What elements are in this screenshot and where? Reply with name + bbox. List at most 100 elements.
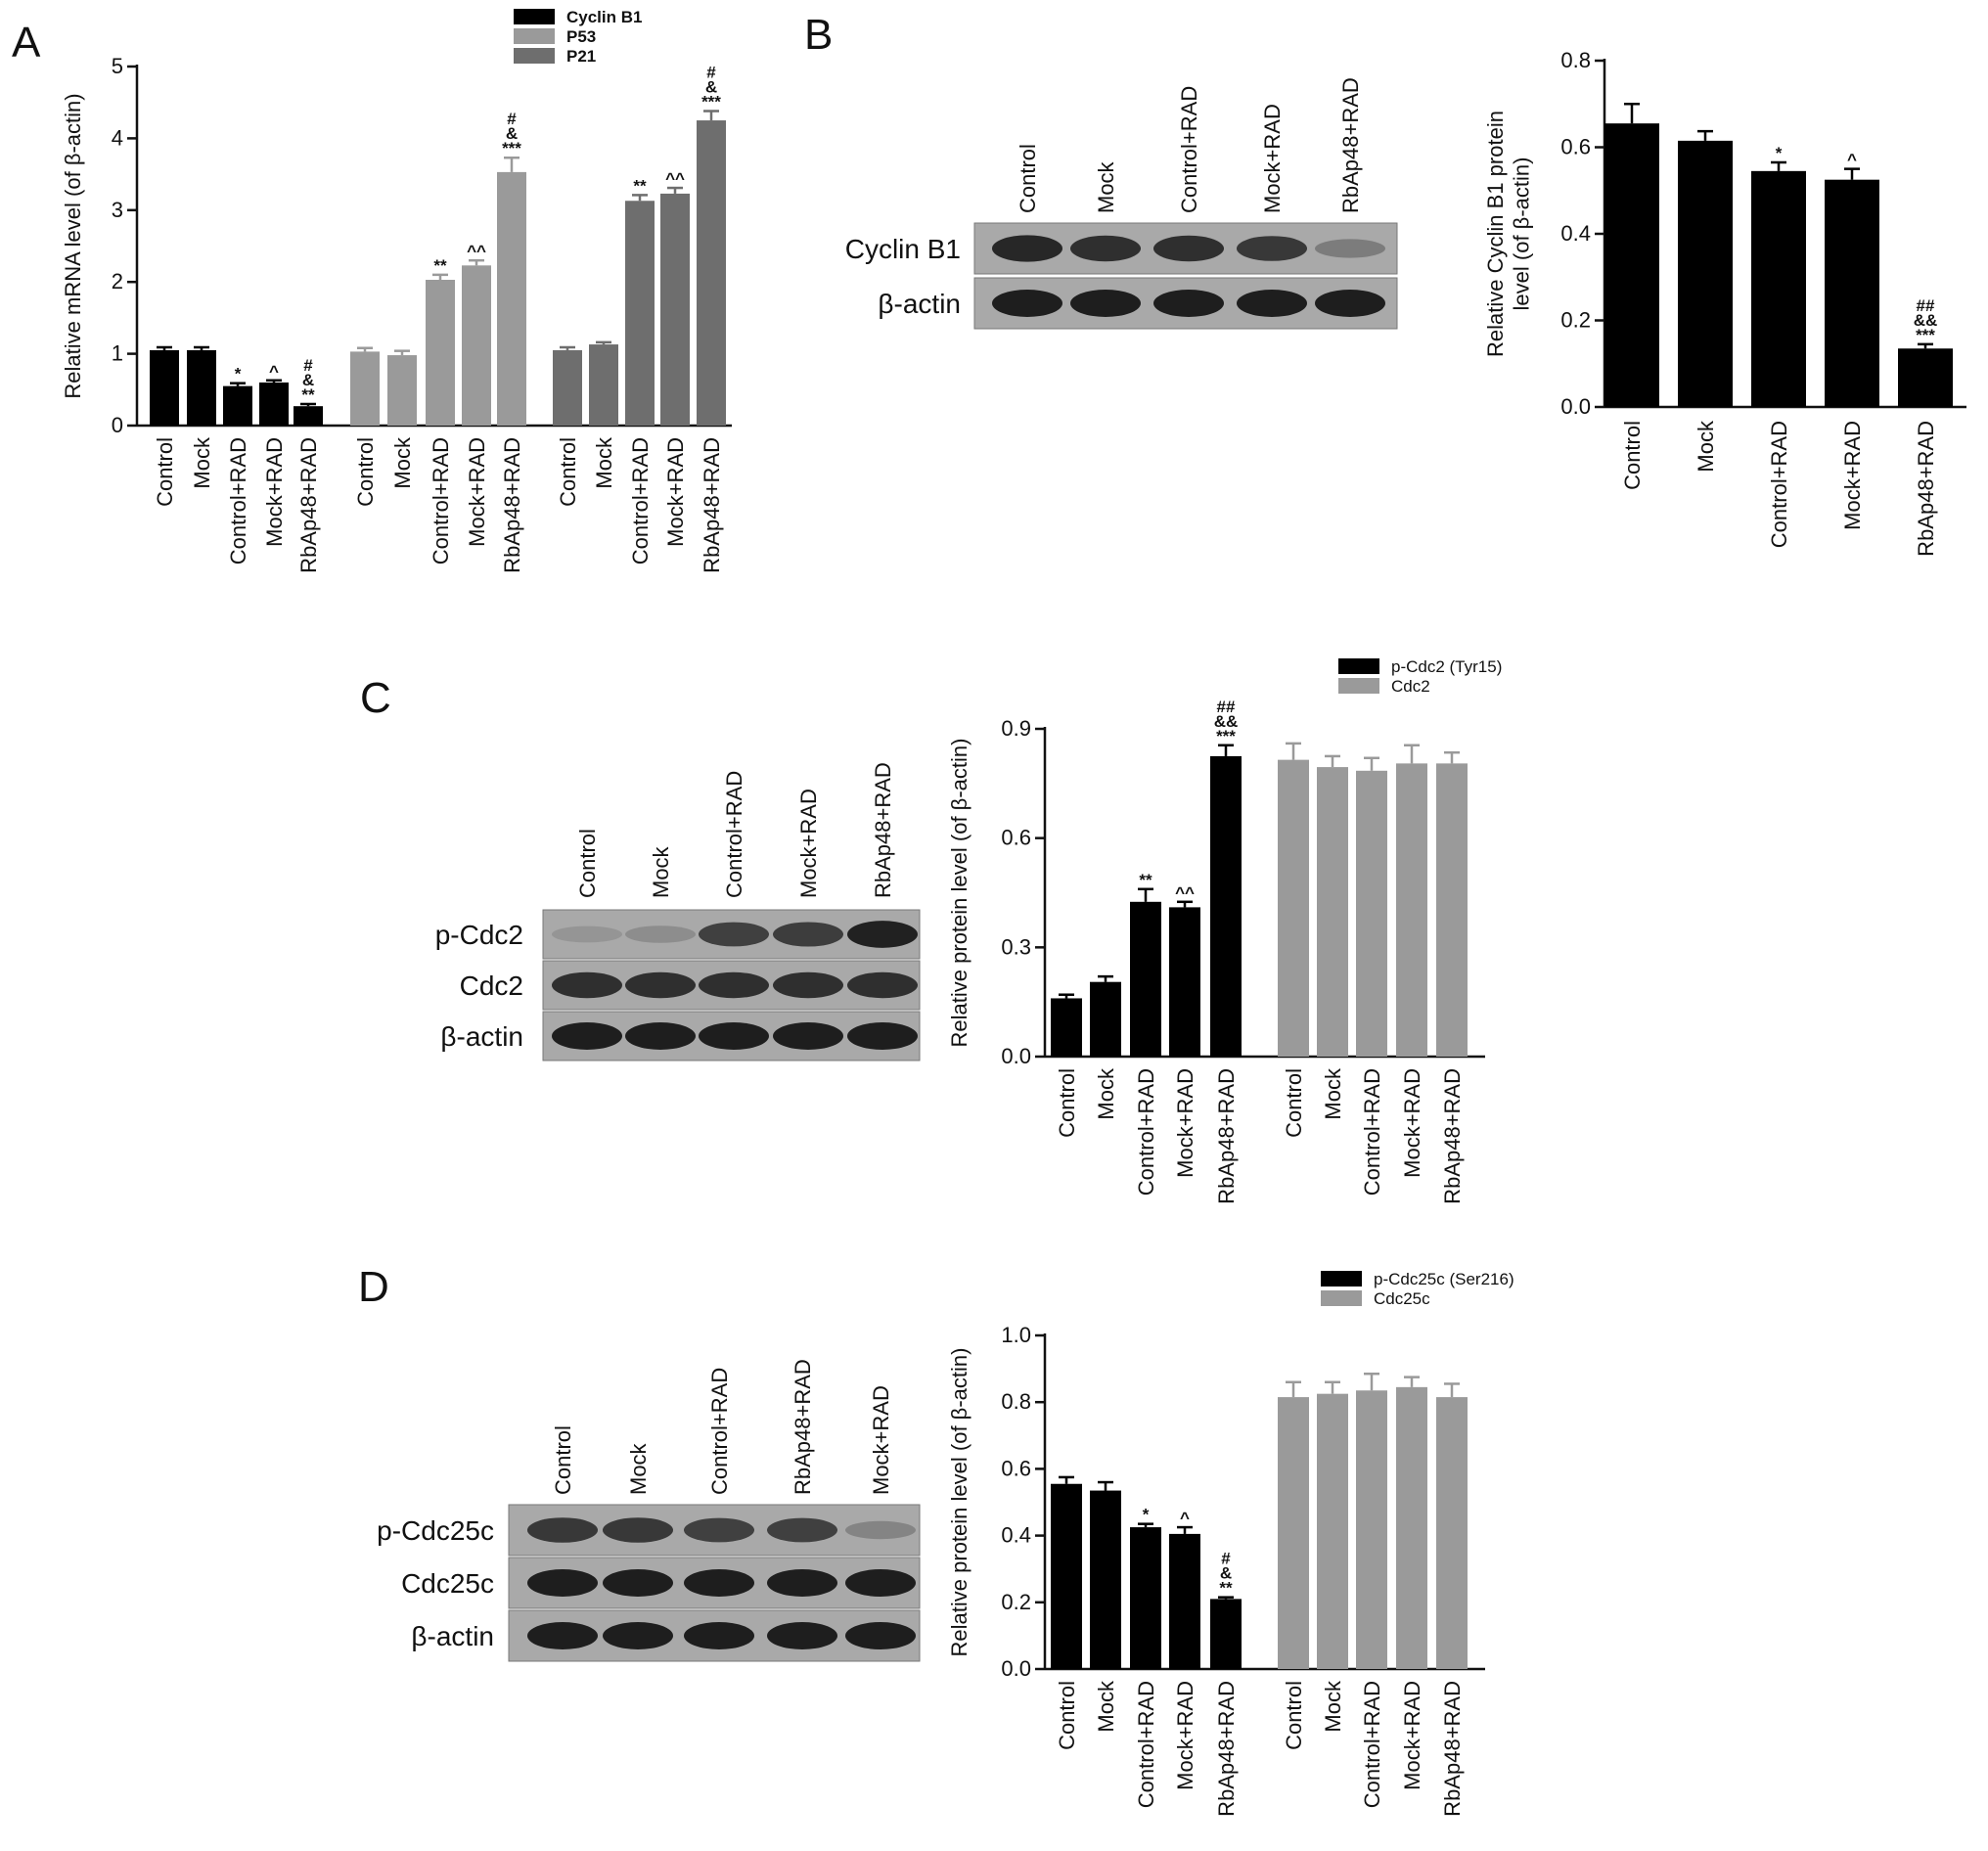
y-tick-label: 0.4 [1001,1523,1031,1548]
significance-label: *** [502,139,521,158]
significance-label: && [1914,311,1938,330]
significance-label: ^^ [1175,883,1195,902]
blot-band [992,235,1062,262]
bar [350,351,380,426]
y-tick-label: 0.8 [1001,1389,1031,1414]
x-tick-label: Control [1282,1681,1306,1750]
bar [1825,179,1879,407]
panel-letter-d: D [358,1263,389,1311]
x-tick-label: RbAp48+RAD [1440,1068,1465,1204]
bar [1751,170,1806,407]
blot-band [699,1022,769,1050]
blot-c: Control Mock Control+RAD Mock+RAD RbAp48+RAD… [435,762,921,1061]
blot-band [527,1622,598,1649]
blot-band [603,1569,673,1597]
x-tick-label: Control+RAD [1134,1068,1158,1196]
y-tick-label: 0.6 [1560,135,1591,159]
blot-band [684,1622,754,1649]
y-tick-label: 4 [112,125,123,150]
bar [589,344,618,426]
x-tick-label: Control [1620,421,1645,490]
y-tick-label: 0.3 [1001,934,1031,959]
y-tick-label: 1 [112,341,123,366]
x-tick-label: Mock [1321,1680,1345,1733]
x-tick-label: Control [556,437,580,507]
x-tick-label: RbAp48+RAD [1914,421,1938,557]
blot-row-label: p-Cdc25c [377,1515,494,1546]
significance-label: * [235,365,242,384]
blot-row-label: Cyclin B1 [845,234,961,264]
bar [1356,1390,1387,1669]
bar [1898,348,1953,407]
lane-label: Mock [1094,160,1118,213]
blot-band [773,1022,843,1050]
bar [1210,1599,1242,1669]
bar [426,279,455,426]
x-tick-label: Control [1055,1068,1079,1138]
blot-band [767,1517,837,1543]
y-tick-label: 0.0 [1001,1656,1031,1681]
legend-label: Cdc25c [1374,1289,1430,1308]
x-tick-label: Control [1282,1068,1306,1138]
x-tick-label: Control+RAD [1767,421,1791,548]
panel-letter-c: C [360,674,391,722]
x-tick-label: RbAp48+RAD [700,437,724,573]
lane-label: Control+RAD [707,1368,732,1495]
blot-band [625,1022,696,1050]
y-axis-label: Relative mRNA level (of β-actin) [61,93,85,398]
significance-label: & [302,371,314,389]
blot-band [1070,290,1141,317]
y-axis-label: Relative Cyclin B1 proteinlevel (of β-ac… [1483,111,1533,357]
blot-band [847,1022,918,1050]
x-tick-label: RbAp48+RAD [296,437,321,573]
significance-label: # [706,64,716,82]
blot-band [767,1622,837,1649]
significance-label: ** [1139,871,1152,889]
bar [1678,140,1733,408]
bar [1130,1527,1161,1669]
lane-label: Mock+RAD [1260,104,1285,213]
bar [697,120,726,427]
x-tick-label: RbAp48+RAD [1214,1068,1239,1204]
blot-band [767,1569,837,1597]
lane-label: RbAp48+RAD [791,1359,815,1495]
lane-label: Control [1016,144,1040,213]
blot-row-label: β-actin [411,1621,494,1651]
lane-label: Control+RAD [1177,86,1201,213]
legend-label: P53 [566,27,596,46]
y-tick-label: 2 [112,269,123,293]
bar [1396,763,1427,1057]
significance-label: # [507,110,517,128]
bar [1356,770,1387,1057]
x-tick-label: Control+RAD [628,437,653,564]
blot-band [847,921,918,948]
blot-band [1315,239,1385,258]
legend-label: p-Cdc2 (Tyr15) [1391,657,1502,676]
y-tick-label: 0.6 [1001,1456,1031,1480]
x-tick-label: Mock+RAD [1173,1681,1197,1790]
significance-label: * [1776,144,1783,162]
blot-band [684,1517,754,1543]
bar [223,385,252,426]
blot-band [552,971,622,999]
significance-label: && [1214,712,1239,731]
y-tick-label: 3 [112,198,123,222]
bar [1051,998,1082,1057]
significance-label: ** [433,256,447,275]
blot-band [625,971,696,999]
panel-letter-a: A [12,19,41,67]
y-tick-label: 0.4 [1560,221,1591,246]
bar [462,265,491,426]
legend-swatch [514,9,555,24]
significance-label: # [303,356,313,375]
blot-band [625,926,696,943]
bar [553,349,582,426]
legend-label: Cyclin B1 [566,8,642,26]
blot-band [684,1569,754,1597]
blot-band [845,1569,916,1597]
bar [1210,755,1242,1057]
y-axis-label-line: level (of β-actin) [1509,158,1533,311]
x-tick-label: RbAp48+RAD [500,437,524,573]
x-tick-label: Mock+RAD [1173,1068,1197,1178]
bar [1396,1386,1427,1669]
